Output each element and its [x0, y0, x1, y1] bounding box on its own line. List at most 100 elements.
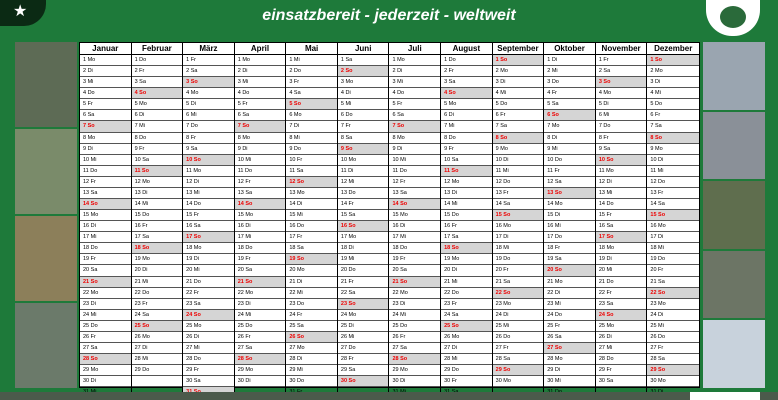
- day-cell: 22 Di: [544, 288, 595, 299]
- day-cell: 6 Di: [131, 110, 183, 122]
- month-column: Juli 1 Mo 2 Di 3 Mi 4 Do 5 Fr 6 Sa 7 So 8 Mo 9 Di…: [389, 43, 442, 399]
- day-cell: 7 Fr: [337, 121, 389, 133]
- day-cell: 21 Sa: [647, 277, 699, 288]
- day-cell: 22 Do: [441, 288, 492, 299]
- day-cell: 10 Sa: [441, 155, 492, 166]
- day-cell: 24 Di: [647, 310, 699, 321]
- day-cell: 13 Sa: [389, 188, 441, 200]
- day-cell: 2 Do: [286, 66, 337, 78]
- day-cell: 15 Mo: [80, 210, 131, 222]
- day-cell: 22 Mo: [80, 288, 131, 299]
- day-cell: 28 So: [234, 354, 286, 366]
- day-cell: 17 Mi: [234, 232, 286, 244]
- day-cell: 2 Mo: [647, 66, 699, 78]
- day-cell: 30 Do: [286, 376, 337, 388]
- day-cell: 8 Do: [131, 133, 183, 144]
- day-cell: 22 Fr: [183, 288, 234, 299]
- day-cell: 25 Sa: [286, 321, 337, 332]
- month-column: Oktober 1 Di 2 Mi 3 Do 4 Fr 5 Sa 6 So 7 Mo 8 Di 9…: [544, 43, 596, 399]
- day-cell: 26 Fr: [234, 332, 286, 344]
- photo: [703, 111, 765, 180]
- day-cell: 4 Sa: [286, 88, 337, 100]
- day-cell: 22 Mo: [389, 288, 441, 299]
- day-cell: 14 Do: [183, 199, 234, 211]
- day-cell: 9 So: [337, 143, 389, 155]
- photo-column-left: [15, 42, 77, 388]
- day-cell: 14 Mi: [441, 199, 492, 211]
- day-cell: 1 Fr: [595, 55, 647, 67]
- day-cell: 1 Mi: [286, 55, 337, 67]
- day-cell: 28 Mi: [131, 354, 183, 366]
- day-cell: 9 Fr: [131, 144, 183, 155]
- day-cell: 26 So: [286, 331, 337, 344]
- day-cell: 23 Mo: [492, 299, 544, 310]
- day-cell: 8 Fr: [595, 133, 647, 144]
- day-cell: 25 Mi: [492, 321, 544, 332]
- day-cell: 3 Do: [544, 77, 595, 89]
- day-cell: 26 Di: [595, 332, 647, 344]
- day-cell: 24 Sa: [131, 310, 183, 321]
- day-cell: 11 Do: [80, 166, 131, 177]
- day-cell: 13 Mi: [183, 188, 234, 200]
- day-cell: 2 Fr: [441, 66, 492, 78]
- day-cell: 21 Mi: [441, 277, 492, 288]
- day-cell: 25 Do: [80, 321, 131, 332]
- photo: [703, 320, 765, 388]
- day-cell: 7 Mi: [131, 121, 183, 133]
- day-cell: 4 Fr: [544, 88, 595, 100]
- day-cell: 30 So: [337, 376, 389, 388]
- day-cell: 29 Mi: [286, 365, 337, 377]
- day-cell: 24 Mi: [80, 310, 131, 321]
- day-cell: 5 So: [286, 99, 337, 111]
- day-cell: 29 Mo: [234, 365, 286, 377]
- day-cell: 9 Mo: [492, 144, 544, 155]
- day-cell: 1 Mo: [80, 55, 131, 67]
- day-cell: 6 Fr: [647, 110, 699, 122]
- day-cell: 19 Di: [183, 254, 234, 266]
- day-cell: 4 So: [131, 88, 183, 100]
- brand-logo: [690, 392, 760, 400]
- day-cell: 12 Di: [183, 177, 234, 188]
- day-cell: 28 So: [389, 354, 441, 366]
- day-cell: 12 Di: [595, 177, 647, 188]
- day-cell: 24 So: [595, 309, 647, 321]
- day-cell: 6 Mi: [595, 110, 647, 122]
- day-cell: 29 Mo: [80, 365, 131, 377]
- day-cell: 25 Mi: [647, 321, 699, 332]
- day-cell: 28 So: [80, 354, 131, 366]
- day-cell: 12 Do: [647, 177, 699, 188]
- month-header: Oktober: [544, 43, 595, 55]
- day-cell: 7 Mo: [544, 121, 595, 133]
- day-cell: 28 Do: [183, 354, 234, 366]
- day-cell: 10 So: [183, 154, 234, 166]
- day-cell: 26 Do: [492, 332, 544, 344]
- day-cell: 27 Sa: [389, 343, 441, 355]
- calendar-grid: Januar 1 Mo 2 Di 3 Mi 4 Do 5 Fr 6 Sa 7 So 8 Mo 9 …: [79, 42, 700, 399]
- day-cell: 30 Di: [234, 376, 286, 388]
- day-cell: 18 Mo: [183, 243, 234, 255]
- day-cell: 21 Do: [595, 277, 647, 288]
- day-cell: 4 Do: [234, 88, 286, 100]
- day-cell: 20 Fr: [647, 265, 699, 277]
- day-cell: 28 Fr: [337, 354, 389, 366]
- day-cell: 26 Mo: [441, 332, 492, 344]
- day-cell: 4 Mi: [492, 88, 544, 100]
- day-cell: 16 Mi: [544, 221, 595, 233]
- day-cell: 13 Fr: [647, 188, 699, 200]
- day-cell: 5 Mo: [441, 99, 492, 111]
- day-cell: 21 Fr: [337, 277, 389, 288]
- day-cell: 14 So: [234, 199, 286, 211]
- day-cell: 16 Di: [234, 221, 286, 233]
- day-cell: 22 So: [647, 287, 699, 299]
- day-cell: 27 Do: [337, 343, 389, 355]
- day-cell: 2 So: [337, 66, 389, 78]
- day-cell: 10 Fr: [286, 155, 337, 166]
- photo: [15, 42, 77, 127]
- month-column: April 1 Mo 2 Di 3 Mi 4 Do 5 Fr 6 Sa 7 So 8 Mo 9 D…: [234, 43, 287, 399]
- day-cell: 20 Di: [441, 265, 492, 277]
- day-cell: 17 Di: [492, 232, 544, 244]
- day-cell: 30 Fr: [441, 376, 492, 388]
- day-cell: 21 So: [80, 276, 131, 288]
- photo: [703, 42, 765, 110]
- day-cell: 1 Mo: [389, 55, 441, 67]
